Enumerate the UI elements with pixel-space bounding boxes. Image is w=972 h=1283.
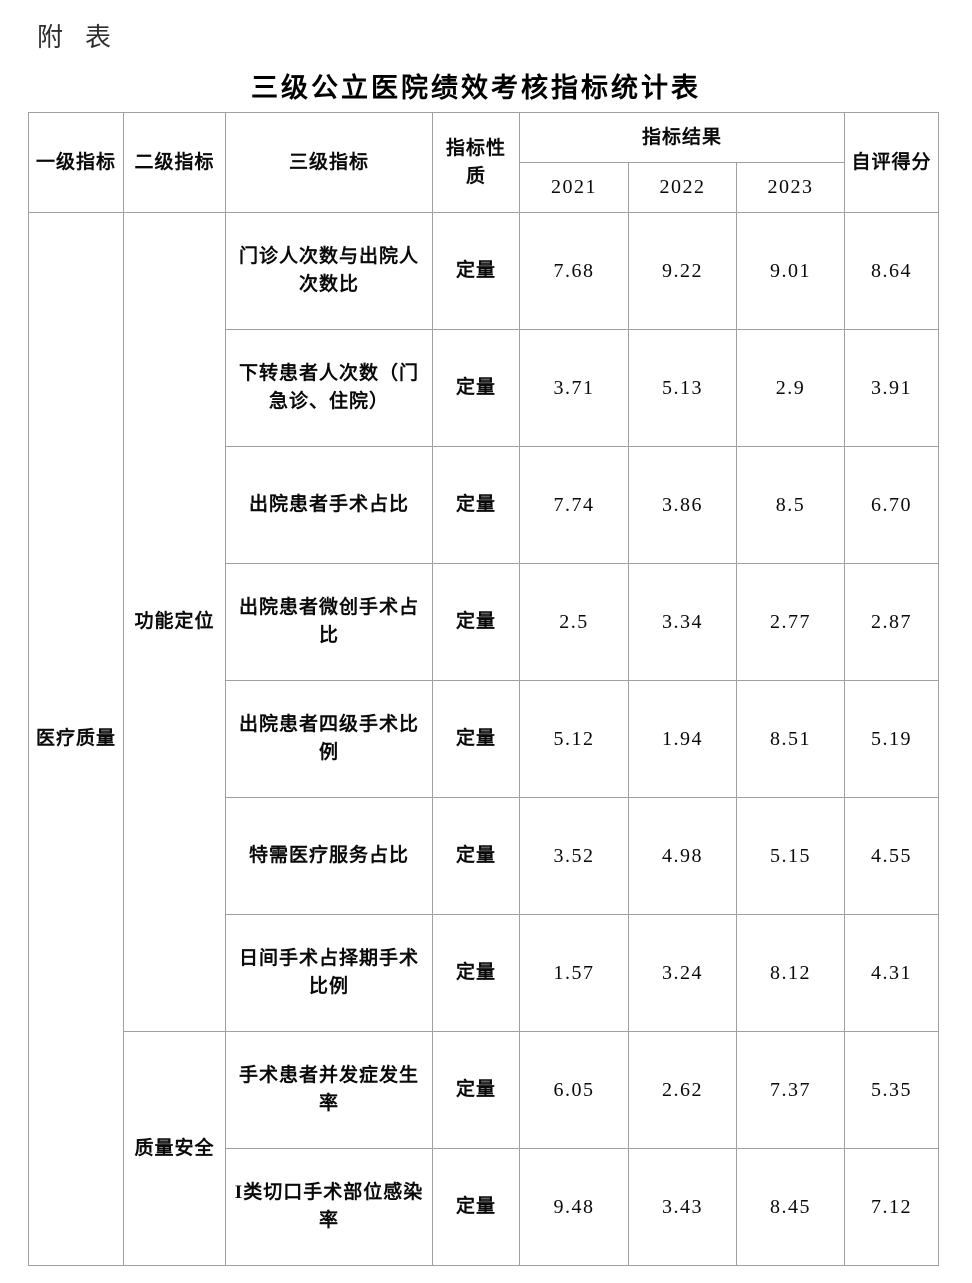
- indicator-nature-cell: 定量: [432, 446, 520, 564]
- table-header: 一级指标 二级指标 三级指标 指标性质 指标结果 自评得分 2021 2022 …: [28, 112, 940, 213]
- indicator-nature-cell: 定量: [432, 914, 520, 1032]
- self-score-cell: 4.31: [844, 914, 940, 1032]
- level3-indicator-cell: 特需医疗服务占比: [225, 797, 433, 915]
- col-header-level1-indicator: 一级指标: [28, 112, 124, 213]
- self-score-cell: 3.91: [844, 329, 940, 447]
- table-row: 质量安全 手术患者并发症发生率 定量 6.05 2.62 7.37 5.35: [29, 1031, 940, 1266]
- year-value-cell: 1.57: [519, 914, 629, 1032]
- indicator-nature-label: 指标性质: [445, 137, 506, 187]
- level3-indicator-text: 下转患者人次数（门急诊、住院）: [238, 363, 419, 412]
- year-value-cell: 3.43: [628, 1148, 737, 1266]
- indicator-nature-cell: 定量: [432, 212, 520, 330]
- level3-indicator-cell: 日间手术占择期手术比例: [225, 914, 433, 1032]
- year-value-cell: 4.98: [628, 797, 737, 915]
- page-title: 三级公立医院绩效考核指标统计表: [251, 73, 701, 103]
- level3-indicator-cell: I类切口手术部位感染率: [225, 1148, 433, 1266]
- self-score-cell: 8.64: [844, 212, 940, 330]
- year-value-cell: 3.24: [628, 914, 737, 1032]
- level3-indicator-text: 日间手术占择期手术比例: [238, 948, 419, 997]
- year-value-cell: 1.94: [628, 680, 737, 798]
- level3-indicator-text: 特需医疗服务占比: [248, 845, 409, 866]
- year-value-cell: 5.12: [519, 680, 629, 798]
- level3-indicator-cell: 出院患者四级手术比例: [225, 680, 433, 798]
- self-score-cell: 5.19: [844, 680, 940, 798]
- table-row: 下转患者人次数（门急诊、住院） 定量 3.71 5.13 2.9 3.91: [29, 329, 940, 447]
- self-score-cell: 4.55: [844, 797, 940, 915]
- year-value-cell: 2.77: [735, 563, 846, 681]
- indicator-nature-cell: 定量: [432, 1031, 520, 1149]
- year-value-cell: 7.74: [519, 446, 629, 564]
- col-header-year-2023: 2023: [735, 162, 846, 213]
- table-row: 出院患者四级手术比例 定量 5.12 1.94 8.51 5.19: [29, 680, 940, 798]
- col-header-self-score: 自评得分: [844, 112, 940, 213]
- table-row: 出院患者手术占比 定量 7.74 3.86 8.5 6.70: [29, 446, 940, 564]
- level3-indicator-cell: 出院患者手术占比: [225, 446, 433, 564]
- year-value-cell: 9.01: [735, 212, 846, 330]
- level3-indicator-text: 出院患者四级手术比例: [238, 714, 419, 763]
- level3-indicator-cell: 门诊人次数与出院人次数比: [225, 212, 433, 330]
- indicator-nature-cell: 定量: [432, 797, 520, 915]
- level2-indicator-cell: 功能定位: [123, 212, 226, 1032]
- level3-indicator-cell: 手术患者并发症发生率: [225, 1031, 433, 1149]
- year-value-cell: 7.37: [735, 1031, 846, 1149]
- table-body: 医疗质量 功能定位 门诊人次数与出院人次数比 定量 7.68 9.22 9.01 8.64 下转…: [28, 212, 940, 1266]
- year-value-cell: 6.05: [519, 1031, 629, 1149]
- annex-label: 附表: [37, 23, 134, 52]
- level3-indicator-cell: 下转患者人次数（门急诊、住院）: [225, 329, 433, 447]
- self-score-cell: 5.35: [844, 1031, 940, 1149]
- level3-indicator-text: 手术患者并发症发生率: [238, 1065, 419, 1114]
- year-value-cell: 9.22: [628, 212, 737, 330]
- header-row-years: 2021 2022 2023: [29, 162, 939, 213]
- year-value-cell: 3.71: [519, 329, 629, 447]
- year-value-cell: 2.5: [519, 563, 629, 681]
- year-value-cell: 8.12: [735, 914, 846, 1032]
- year-value-cell: 2.62: [628, 1031, 737, 1149]
- col-header-year-2021: 2021: [519, 162, 629, 213]
- header-row-top: 一级指标 二级指标 三级指标 指标性质 指标结果 自评得分: [28, 112, 940, 213]
- year-value-cell: 8.5: [735, 446, 846, 564]
- indicator-nature-cell: 定量: [432, 1148, 520, 1266]
- col-header-indicator-results: 指标结果: [518, 112, 846, 163]
- col-header-level3-indicator: 三级指标: [225, 112, 433, 213]
- indicator-nature-cell: 定量: [432, 563, 520, 681]
- year-value-cell: 5.15: [735, 797, 846, 915]
- table-row: 日间手术占择期手术比例 定量 1.57 3.24 8.12 4.31: [29, 914, 940, 1032]
- year-value-cell: 8.51: [735, 680, 846, 798]
- year-value-cell: 5.13: [628, 329, 737, 447]
- level3-indicator-text: 出院患者手术占比: [248, 494, 409, 515]
- indicator-nature-cell: 定量: [432, 329, 520, 447]
- table-row: 医疗质量 功能定位 门诊人次数与出院人次数比 定量 7.68 9.22 9.01 8.64: [28, 212, 940, 1266]
- level3-indicator-text: 出院患者微创手术占比: [238, 597, 419, 646]
- level3-indicator-text: 门诊人次数与出院人次数比: [238, 246, 419, 295]
- self-score-cell: 6.70: [844, 446, 940, 564]
- self-score-cell: 7.12: [844, 1148, 940, 1266]
- table-row: 出院患者微创手术占比 定量 2.5 3.34 2.77 2.87: [29, 563, 940, 681]
- indicator-stat-table: 一级指标 二级指标 三级指标 指标性质 指标结果 自评得分 2021 2022 …: [28, 112, 940, 1266]
- self-score-cell: 2.87: [844, 563, 940, 681]
- col-header-year-2022: 2022: [628, 162, 737, 213]
- level3-indicator-cell: 出院患者微创手术占比: [225, 563, 433, 681]
- year-value-cell: 3.34: [628, 563, 737, 681]
- year-value-cell: 9.48: [519, 1148, 629, 1266]
- table-row: 特需医疗服务占比 定量 3.52 4.98 5.15 4.55: [29, 797, 940, 915]
- col-header-indicator-nature: 指标性质: [432, 112, 520, 213]
- level1-indicator-cell: 医疗质量: [28, 212, 124, 1266]
- col-header-level2-indicator: 二级指标: [123, 112, 226, 213]
- year-value-cell: 2.9: [735, 329, 846, 447]
- table-row: I类切口手术部位感染率 定量 9.48 3.43 8.45 7.12: [29, 1148, 940, 1266]
- level3-indicator-text: I类切口手术部位感染率: [234, 1182, 424, 1231]
- year-value-cell: 3.86: [628, 446, 737, 564]
- year-value-cell: 7.68: [519, 212, 629, 330]
- year-value-cell: 3.52: [519, 797, 629, 915]
- indicator-nature-cell: 定量: [432, 680, 520, 798]
- year-value-cell: 8.45: [735, 1148, 846, 1266]
- level2-indicator-cell: 质量安全: [123, 1031, 226, 1266]
